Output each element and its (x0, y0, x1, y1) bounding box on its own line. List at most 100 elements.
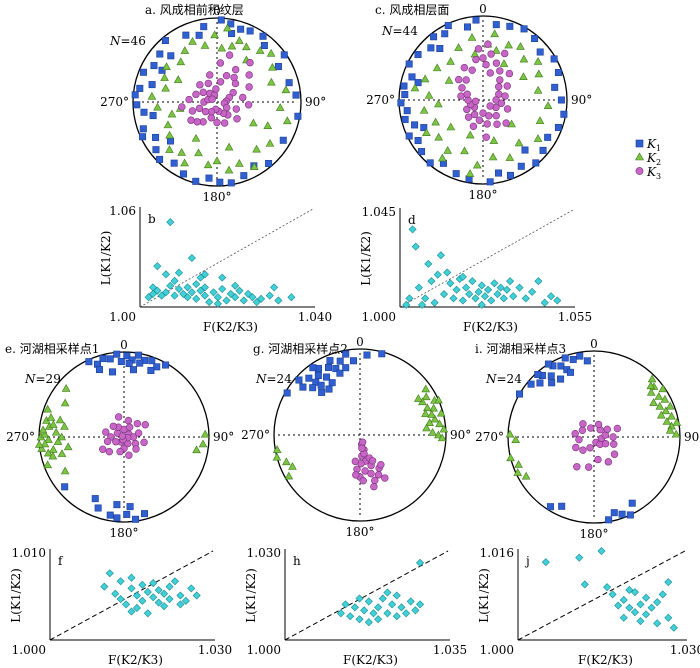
stereonets: a. 风成相前积纹层 N=46 0 180° 270° 90° c. 风成相层面 N=44 0 1… (5, 2, 700, 541)
origin-tick: 1.000 (247, 643, 281, 657)
x-max-tick: 1.055 (558, 310, 592, 324)
k1-point (134, 351, 142, 359)
k3-point (124, 416, 133, 425)
k1-point (205, 174, 213, 182)
k2-point (203, 160, 213, 169)
lf-point (406, 597, 415, 606)
lf-point (346, 612, 355, 621)
panel-label: b (148, 212, 156, 226)
lf-point (465, 290, 474, 299)
k3-point (109, 422, 118, 431)
k2-point (224, 142, 234, 151)
k1-point (521, 146, 529, 154)
lf-point (132, 591, 141, 600)
k1-point (546, 503, 554, 511)
k2-point (282, 457, 291, 466)
lf-point (630, 608, 639, 617)
k1-point (534, 371, 542, 379)
lf-point (449, 294, 458, 303)
lf-plot-f: f 1.010 1.000 1.030 F(K2/K3) L(K1/K2) (9, 546, 232, 667)
lf-point (138, 596, 147, 605)
origin-tick: 1.000 (480, 643, 514, 657)
k3-point (609, 433, 617, 441)
k3-point (213, 118, 221, 127)
k2-point (672, 417, 682, 426)
lf-point (383, 588, 392, 597)
lf-point (575, 553, 584, 562)
k2-point (421, 384, 431, 393)
east-label: 90° (213, 430, 234, 444)
k2-point (198, 439, 208, 448)
k1-point (532, 159, 540, 167)
stereonet-title: e. 河湖相采样点1 (5, 341, 99, 356)
k1-point (131, 91, 139, 99)
k1-point (401, 91, 409, 99)
k2-point (533, 57, 543, 65)
k3-point (493, 120, 501, 128)
k2-point (429, 403, 438, 412)
y-max-tick: 1.030 (247, 546, 281, 560)
k1-point (436, 45, 444, 53)
k3-point (358, 438, 367, 446)
k3-point (492, 112, 500, 120)
k3-point (381, 474, 389, 482)
k3-point (188, 107, 197, 115)
lf-point (154, 586, 163, 595)
k2-point (180, 46, 190, 54)
k1-point (141, 510, 149, 518)
lf-point (614, 601, 623, 610)
north-label: 0 (213, 4, 221, 18)
k2-point (421, 392, 431, 401)
k1-point (400, 82, 408, 90)
k3-point (472, 55, 480, 64)
lf-point (239, 296, 248, 305)
lf-point (192, 294, 201, 303)
lf-point (515, 283, 524, 292)
k1-point (405, 60, 413, 68)
y-axis-label: L(K1/K2) (477, 568, 491, 623)
k2-point (37, 444, 47, 452)
k3-point (610, 450, 619, 458)
k3-point (594, 420, 603, 429)
k2-point (472, 160, 482, 169)
lf-point (474, 287, 483, 296)
k3-point (125, 451, 133, 459)
lf-point (166, 218, 175, 227)
k3-point (99, 445, 107, 453)
sample-count: N=29 (24, 372, 61, 386)
k2-point (177, 148, 186, 156)
k3-point (233, 115, 241, 123)
k2-point (242, 42, 251, 51)
stereonet-title: c. 风成相层面 (375, 3, 449, 17)
k3-point (185, 95, 193, 104)
k1-point (170, 159, 178, 167)
lf-point (287, 293, 296, 302)
panel-label: h (293, 554, 301, 568)
k1-point (117, 357, 125, 365)
lf-point (181, 596, 190, 605)
k2-point (161, 83, 170, 92)
k1-point (317, 381, 325, 389)
lf-point (149, 593, 158, 602)
k3-point (475, 116, 484, 124)
k3-point (486, 69, 494, 77)
lf-point (170, 577, 179, 586)
k2-point (424, 90, 434, 99)
lf-point (231, 281, 240, 290)
k1-point (426, 159, 434, 167)
north-label: 0 (120, 338, 128, 352)
k2-point (250, 162, 259, 170)
k2-point (43, 460, 52, 469)
k1-point (113, 350, 121, 358)
k3-point (573, 463, 581, 471)
k1-point (294, 112, 302, 120)
k3-point (246, 58, 254, 67)
lf-point (493, 290, 502, 299)
lf-point (388, 600, 397, 609)
panel-label: d (408, 213, 416, 227)
lf-point (421, 294, 430, 303)
k3-point (229, 88, 237, 97)
k3-point (604, 458, 613, 466)
k2-point (249, 118, 258, 127)
lf-point (176, 591, 185, 600)
